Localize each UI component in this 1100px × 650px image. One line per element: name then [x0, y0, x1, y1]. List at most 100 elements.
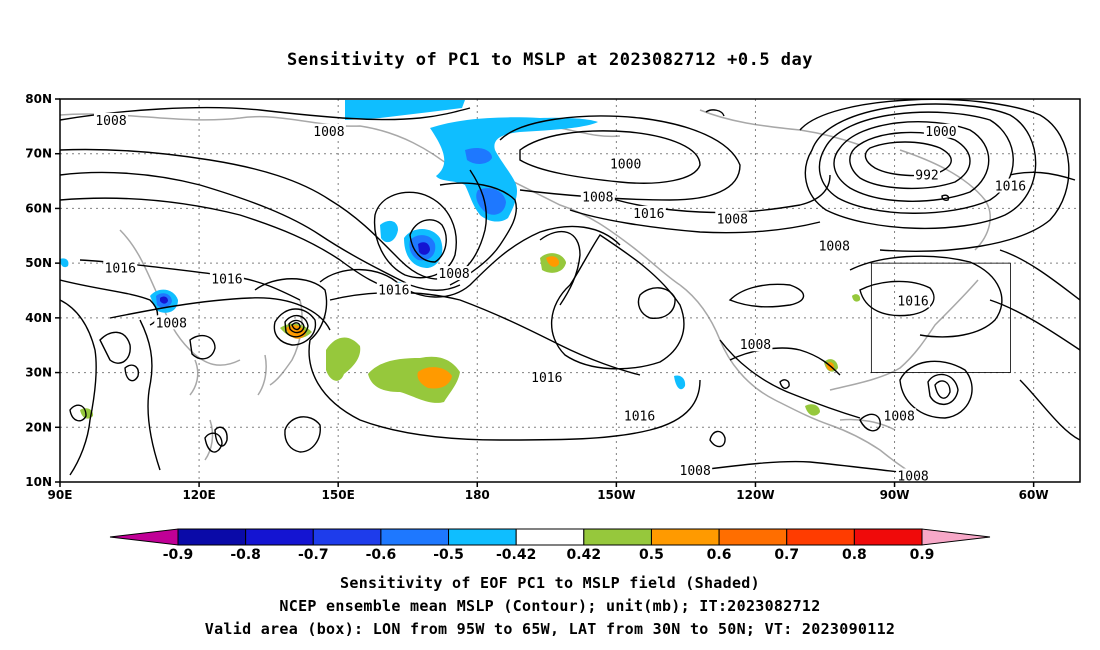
mslp-contours	[60, 99, 1080, 476]
colorbar-segment	[853, 528, 923, 546]
lon-tick-label: 90W	[880, 488, 910, 502]
colorbar-label: -0.7	[298, 547, 329, 563]
contour-labels: 1008 1008 1000 1000 992 1016 1008 1016 1008 1016 1…	[94, 112, 1028, 485]
contour-label: 1008	[582, 190, 613, 205]
positive-sensitivity-region	[852, 294, 861, 302]
colorbar-label: 0.5	[639, 547, 664, 563]
colorbar-label: -0.6	[366, 547, 397, 563]
negative-sensitivity-region	[380, 220, 398, 243]
contour-label: 992	[915, 169, 938, 184]
lat-tick-label: 10N	[25, 475, 52, 489]
contour-label: 1016	[105, 262, 136, 277]
longitude-axis: 90E 120E 150E 180 150W 120W 90W 60W	[48, 482, 1049, 502]
lat-tick-label: 40N	[25, 311, 52, 325]
lon-tick-label: 120E	[182, 488, 215, 502]
contour-label: 1008	[717, 212, 748, 227]
positive-sensitivity-region	[417, 367, 452, 389]
contour-label-bg	[529, 370, 564, 385]
colorbar-segment	[448, 528, 517, 546]
lon-tick-label: 60W	[1019, 488, 1049, 502]
contour-label-bg	[923, 123, 958, 138]
lat-tick-label: 80N	[25, 92, 52, 106]
contour-label-bg	[817, 238, 852, 253]
contour-label: 1016	[624, 409, 655, 424]
footer-line-1: Sensitivity of EOF PC1 to MSLP field (Sh…	[340, 574, 760, 592]
map-title: Sensitivity of PC1 to MSLP at 2023082712…	[286, 50, 813, 70]
lat-tick-label: 70N	[25, 147, 52, 161]
footer-line-3: Valid area (box): LON from 95W to 65W, L…	[204, 620, 896, 638]
contour-label-bg	[631, 205, 666, 220]
colorbar-label: 0.7	[774, 547, 799, 563]
contour-label: 1016	[378, 284, 409, 299]
lat-tick-label: 50N	[25, 256, 52, 270]
lon-tick-label: 120W	[736, 488, 774, 502]
negative-sensitivity-region	[418, 242, 430, 255]
colorbar-segment	[583, 528, 652, 546]
contour-label: 1016	[211, 273, 242, 288]
contour-label: 1008	[819, 240, 850, 255]
sensitivity-shading	[60, 100, 861, 419]
contour-label-bg	[738, 337, 773, 352]
contour-label: 1016	[995, 180, 1026, 195]
colorbar-segment	[515, 528, 585, 546]
contour-label-bg	[896, 468, 931, 483]
negative-sensitivity-region	[430, 117, 598, 222]
footer-line-2: NCEP ensemble mean MSLP (Contour); unit(…	[279, 597, 821, 615]
contour-label: 1000	[610, 158, 641, 173]
colorbar: -0.9 -0.8 -0.7 -0.6 -0.5 -0.42 0.42 0.5 0.6 0.7 0.…	[109, 528, 991, 563]
colorbar-segment	[177, 528, 247, 546]
positive-sensitivity-region	[546, 256, 560, 267]
contour-label-bg	[437, 266, 472, 281]
colorbar-label: 0.8	[842, 547, 867, 563]
negative-sensitivity-region	[674, 375, 686, 390]
colorbar-label: -0.42	[496, 547, 536, 563]
colorbar-segment	[245, 528, 314, 546]
contour-label-bg	[678, 463, 713, 478]
negative-sensitivity-region	[345, 100, 465, 120]
colorbar-segment	[718, 528, 788, 546]
contour-label: 1000	[925, 125, 956, 140]
positive-sensitivity-region	[805, 404, 820, 416]
positive-sensitivity-region	[326, 337, 361, 381]
colorbar-label: -0.9	[163, 547, 194, 563]
contour-label-bg	[882, 408, 917, 423]
contour-label-bg	[209, 271, 244, 286]
contour-label: 1008	[897, 470, 928, 485]
contour-label: 1008	[884, 409, 915, 424]
contour-label-bg	[622, 408, 657, 423]
contour-label-bg	[580, 189, 615, 204]
colorbar-label: 0.9	[910, 547, 935, 563]
contour-label: 1008	[680, 464, 711, 479]
contour-label-bg	[608, 156, 643, 171]
contour-label-bg	[154, 315, 189, 330]
contour-label-bg	[993, 178, 1028, 193]
negative-sensitivity-region	[160, 296, 168, 304]
contour-label: 1008	[438, 267, 469, 282]
contour-label: 1016	[633, 207, 664, 222]
colorbar-label: -0.5	[433, 547, 464, 563]
lat-tick-label: 60N	[25, 201, 52, 215]
contour-label: 1016	[897, 294, 928, 309]
lon-tick-label: 150W	[597, 488, 635, 502]
lon-tick-label: 90E	[48, 488, 73, 502]
map-frame	[59, 98, 1081, 483]
colorbar-label: -0.8	[230, 547, 261, 563]
contour-label: 1008	[740, 338, 771, 353]
contour-label-bg	[914, 167, 940, 182]
contour-label: 1008	[95, 114, 126, 129]
contour-label-bg	[311, 123, 346, 138]
contour-label-bg	[94, 112, 128, 127]
coastlines	[60, 109, 991, 476]
contour-label: 1016	[531, 371, 562, 386]
latitude-axis: 80N 70N 60N 50N 40N 30N 20N 10N	[25, 92, 60, 489]
lat-tick-label: 20N	[25, 420, 52, 434]
colorbar-segment	[312, 528, 382, 546]
colorbar-label: 0.42	[567, 547, 602, 563]
lat-tick-label: 30N	[25, 366, 52, 380]
contour-label: 1008	[313, 125, 344, 140]
contour-label-bg	[376, 282, 411, 297]
colorbar-segment	[380, 528, 450, 546]
colorbar-label: 0.6	[707, 547, 732, 563]
contour-label-bg	[715, 211, 750, 226]
